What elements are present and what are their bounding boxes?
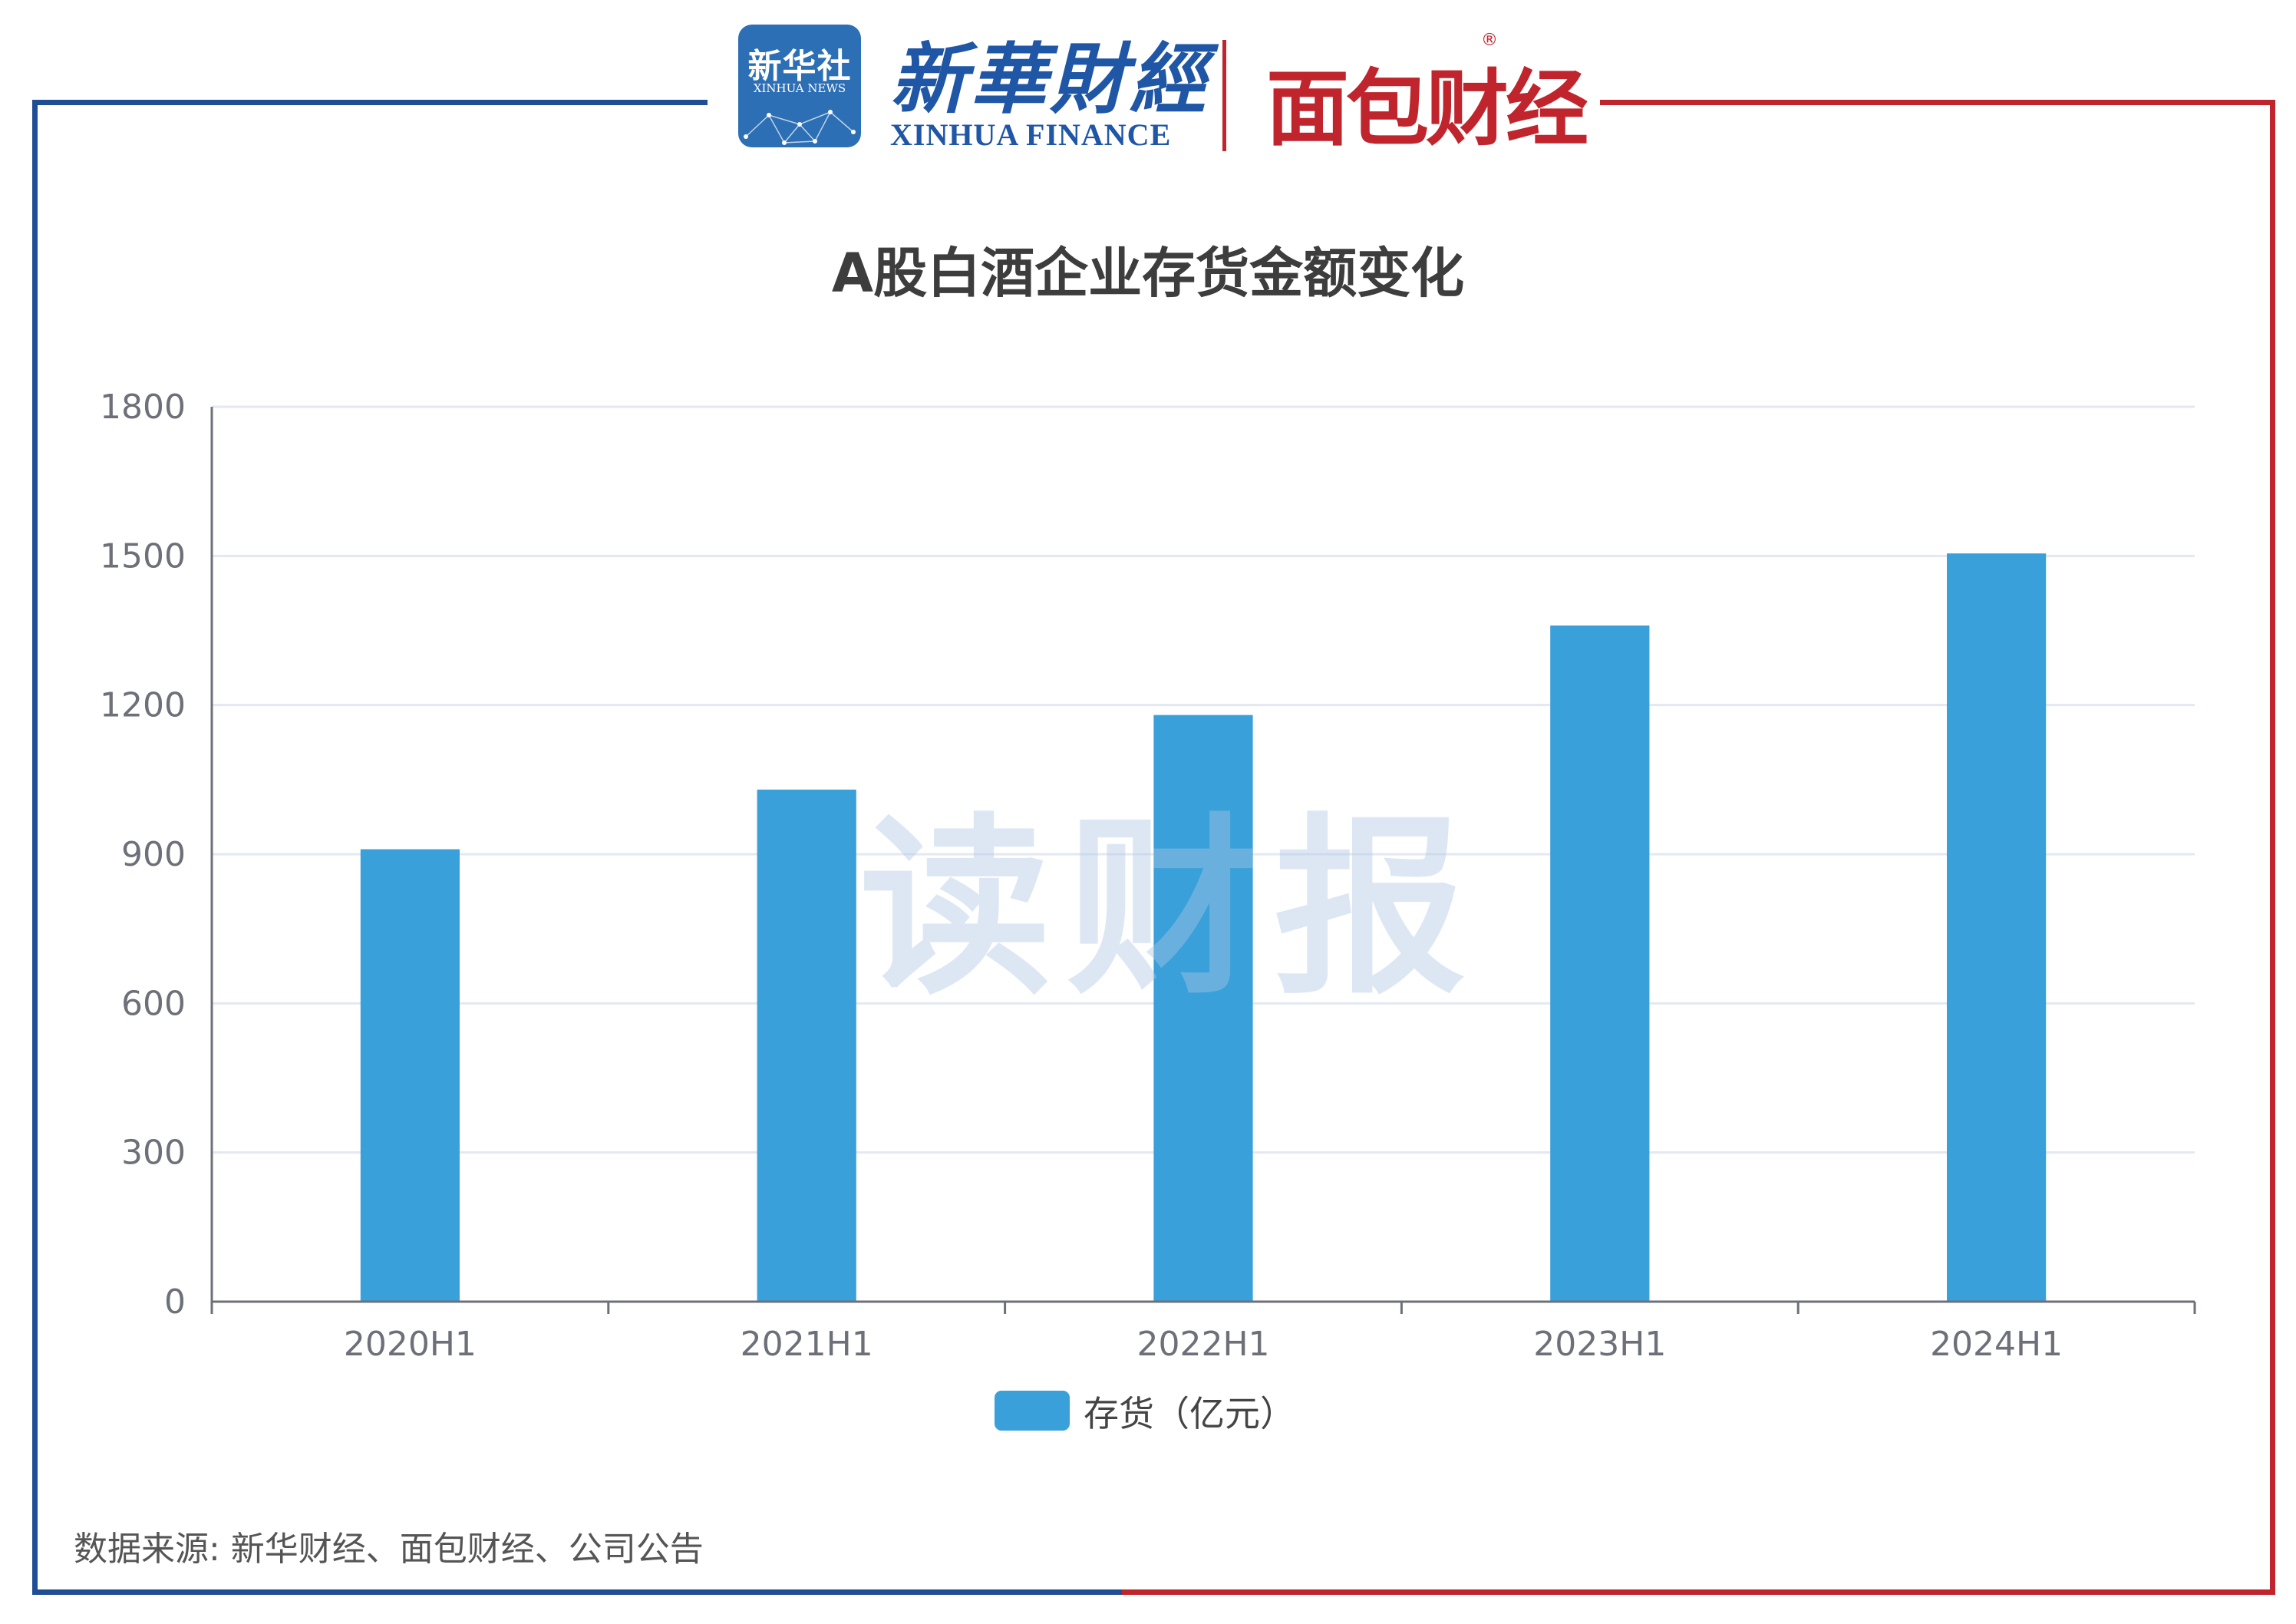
bar — [360, 849, 460, 1302]
legend-label[interactable]: 存货（亿元） — [1084, 1393, 1295, 1434]
x-tick-label: 2020H1 — [344, 1325, 477, 1364]
data-source-note: 数据来源: 新华财经、面包财经、公司公告 — [74, 1530, 704, 1569]
frame-right-line — [2270, 100, 2275, 1595]
y-tick-label: 900 — [121, 835, 186, 874]
frame-bottom-left-line — [32, 1589, 1122, 1595]
x-tick-label: 2024H1 — [1930, 1325, 2063, 1364]
axis-labels: 0 300 600 900 1200 1500 1800 2020H1 2021H1 2022H1… — [100, 388, 2063, 1364]
y-tick-label: 300 — [121, 1134, 186, 1173]
bar — [757, 789, 856, 1302]
bar — [1550, 626, 1650, 1302]
watermark: 读财报 — [859, 797, 1481, 1020]
legend-swatch[interactable] — [995, 1391, 1070, 1431]
frame-top-left-line — [32, 100, 708, 105]
bar — [1153, 715, 1253, 1302]
y-tick-label: 600 — [121, 984, 186, 1023]
logo-divider — [1222, 40, 1226, 151]
frame-bottom-right-line — [1122, 1589, 2275, 1595]
network-globe-icon — [744, 110, 856, 145]
xinhua-badge-en: XINHUA NEWS — [753, 81, 846, 95]
y-tick-label: 1200 — [100, 686, 186, 725]
y-tick-label: 0 — [164, 1282, 186, 1322]
bars — [360, 553, 2047, 1302]
axes — [210, 407, 2196, 1314]
bar — [1947, 553, 2047, 1302]
xinhua-finance-logo-en: XINHUA FINANCE — [890, 117, 1172, 152]
y-tick-label: 1500 — [100, 536, 186, 576]
x-tick-label: 2023H1 — [1533, 1325, 1666, 1364]
registered-mark: ® — [1481, 31, 1498, 50]
frame-left-line — [32, 100, 38, 1595]
xinhua-news-logo: 新华社 XINHUA NEWS — [738, 25, 861, 147]
y-tick-label: 1800 — [100, 388, 186, 427]
xinhua-finance-logo-cn: 新華財經 — [890, 34, 1209, 124]
x-tick-label: 2022H1 — [1136, 1325, 1269, 1364]
x-tick-label: 2021H1 — [741, 1325, 873, 1364]
mianbao-finance-logo: 面包财经 — [1266, 61, 1588, 157]
chart-title: A股白酒企业存货金额变化 — [831, 242, 1465, 305]
frame-top-right-line — [1600, 100, 2275, 105]
xinhua-badge-cn: 新华社 — [747, 47, 852, 86]
